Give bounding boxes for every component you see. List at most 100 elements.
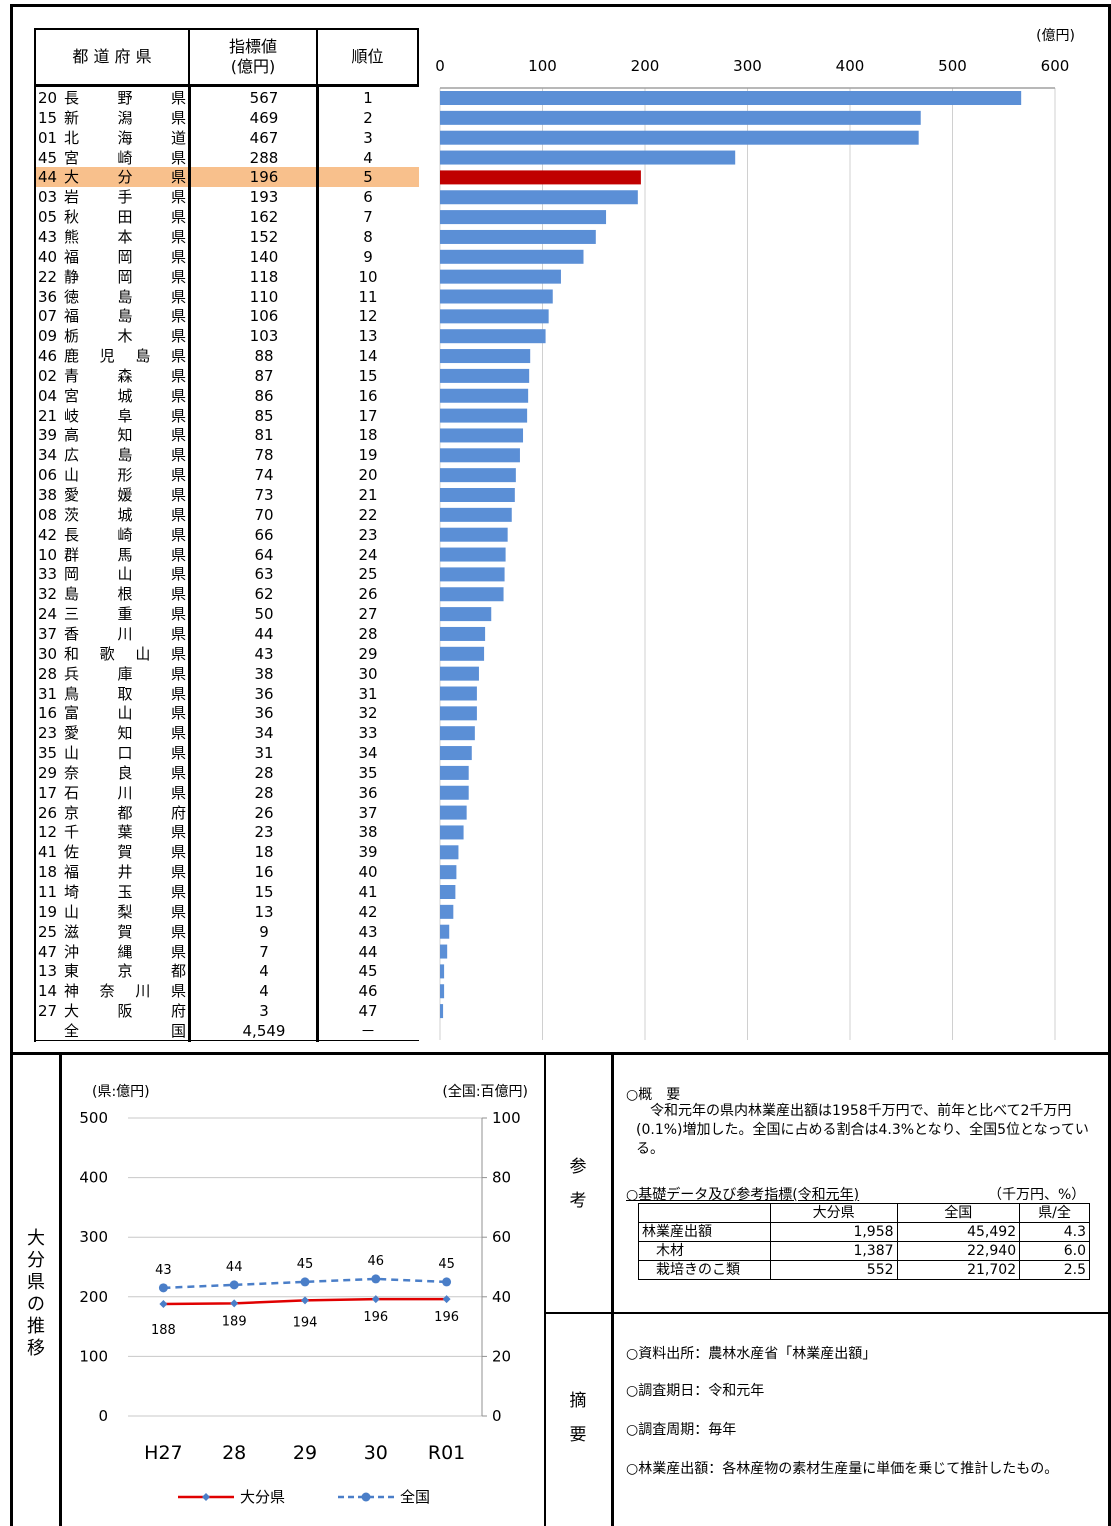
pref-code: 47 (38, 942, 58, 961)
bar (440, 984, 445, 999)
bar (440, 448, 520, 463)
pref-point (159, 1299, 168, 1308)
table-row: 02 青森県 87 15 (34, 366, 419, 386)
pref-rank: 10 (358, 267, 378, 286)
table-row: 21 岐阜県 85 17 (34, 406, 419, 426)
summary-vertical-label: 摘要 (569, 1391, 587, 1445)
pref-name: 長野県 (64, 89, 186, 107)
pref-code: 22 (38, 267, 58, 286)
pref-rank: 16 (358, 386, 378, 405)
pref-rank: 14 (358, 347, 378, 366)
summary-item: ○調査期日：令和元年 (626, 1383, 765, 1399)
bar (440, 329, 546, 344)
bar (440, 845, 459, 860)
basic-data-heading: ○基礎データ及び参考指標(令和元年) (626, 1187, 860, 1203)
pref-value: 110 (249, 287, 279, 306)
pref-code: 26 (38, 803, 58, 822)
pref-point (230, 1299, 239, 1308)
right-tick-label: 60 (492, 1228, 511, 1246)
bar (440, 349, 531, 364)
pref-code: 13 (38, 962, 58, 981)
table-row: 06 山形県 74 20 (34, 465, 419, 485)
x-tick-label: R01 (428, 1442, 465, 1464)
pref-name: 香川県 (64, 624, 186, 643)
basic-table-row: 栽培きのこ類 552 21,702 2.5 (638, 1260, 1090, 1280)
pref-rank: 6 (363, 188, 373, 207)
table-row: 27 大阪府 3 47 (34, 1001, 419, 1021)
summary-item: ○調査周期：毎年 (626, 1422, 737, 1438)
pref-value: 44 (254, 624, 274, 643)
right-tick-label: 80 (492, 1169, 511, 1187)
pref-code: 43 (38, 227, 58, 246)
basic-cell: 45,492 (896, 1222, 1021, 1242)
basic-data-table: 大分県 全国 県/全 林業産出額 1,958 45,492 4.3 木材 1,387 22,94… (638, 1203, 1090, 1280)
bar (440, 130, 919, 145)
pref-rank: 29 (358, 644, 378, 663)
basic-cell: 1,958 (769, 1222, 898, 1242)
bar (440, 547, 506, 562)
pref-value: 140 (249, 247, 279, 266)
table-row: 04 宮城県 86 16 (34, 386, 419, 406)
pref-rank: 4 (363, 148, 373, 167)
bar (440, 289, 553, 304)
pref-name: 山形県 (64, 466, 186, 485)
table-row: 44 大分県 196 5 (34, 167, 419, 188)
pref-code: 28 (38, 664, 58, 683)
pref-value: 34 (254, 724, 274, 743)
pref-code: 45 (38, 148, 58, 167)
ref-vertical-label: 参考 (569, 1157, 587, 1211)
pref-value: 88 (254, 347, 274, 366)
table-divider-2 (316, 84, 319, 1042)
pref-rank: 36 (358, 783, 378, 802)
left-unit-label: (県:億円) (92, 1084, 150, 1100)
pref-value: 38 (254, 664, 274, 683)
x-tick-label: 29 (293, 1442, 317, 1464)
pref-value: 15 (254, 883, 274, 901)
pref-value: 103 (249, 327, 279, 346)
pref-rank: 45 (358, 962, 378, 981)
pref-value: 162 (249, 208, 279, 227)
pref-rank: 28 (358, 624, 378, 643)
pref-rank: 39 (358, 843, 378, 862)
pref-code: 39 (38, 426, 58, 445)
pref-name: 北海道 (64, 128, 186, 147)
table-row: 08 茨城県 70 22 (34, 505, 419, 525)
pref-rank: 11 (358, 287, 378, 306)
pref-value: 63 (254, 565, 274, 584)
pref-rank: 25 (358, 565, 378, 584)
pref-rank: 20 (358, 466, 378, 485)
pref-rank: 33 (358, 724, 378, 743)
pref-name: 静岡県 (64, 267, 186, 286)
pref-name: 山梨県 (64, 902, 186, 921)
pref-name: 佐賀県 (64, 843, 186, 862)
bar (440, 865, 457, 880)
pref-value: 106 (249, 307, 279, 326)
pref-name: 沖縄県 (64, 942, 186, 961)
bottom-mid-rule (544, 1055, 546, 1526)
pref-code: 35 (38, 744, 58, 763)
header-bottom-rule (34, 84, 419, 87)
pref-code: 19 (38, 902, 58, 921)
left-tick-label: 100 (79, 1347, 108, 1365)
table-row: 19 山梨県 13 42 (34, 902, 419, 922)
pref-code: 16 (38, 704, 58, 723)
table-row: 20 長野県 567 1 (34, 88, 419, 108)
pref-data-label: 196 (363, 1310, 388, 1325)
pref-rank: － (360, 1021, 376, 1040)
pref-code: 24 (38, 605, 58, 624)
pref-value: 87 (254, 366, 274, 385)
x-tick-label: 30 (364, 1442, 388, 1464)
table-row: 11 埼玉県 15 41 (34, 882, 419, 902)
right-tick-label: 100 (492, 1109, 521, 1127)
basic-cell: 22,940 (896, 1241, 1021, 1261)
table-row: 22 静岡県 118 10 (34, 267, 419, 287)
section-divider (10, 1052, 1111, 1055)
table-row: 17 石川県 28 36 (34, 783, 419, 803)
pref-value: 118 (249, 267, 279, 286)
pref-code: 07 (38, 307, 58, 326)
pref-rank: 21 (358, 486, 378, 504)
header-prefecture: 都 道 府 県 (34, 28, 190, 84)
pref-name: 岡山県 (64, 565, 186, 584)
pref-name: 埼玉県 (64, 883, 186, 901)
pref-rank: 23 (358, 525, 378, 544)
